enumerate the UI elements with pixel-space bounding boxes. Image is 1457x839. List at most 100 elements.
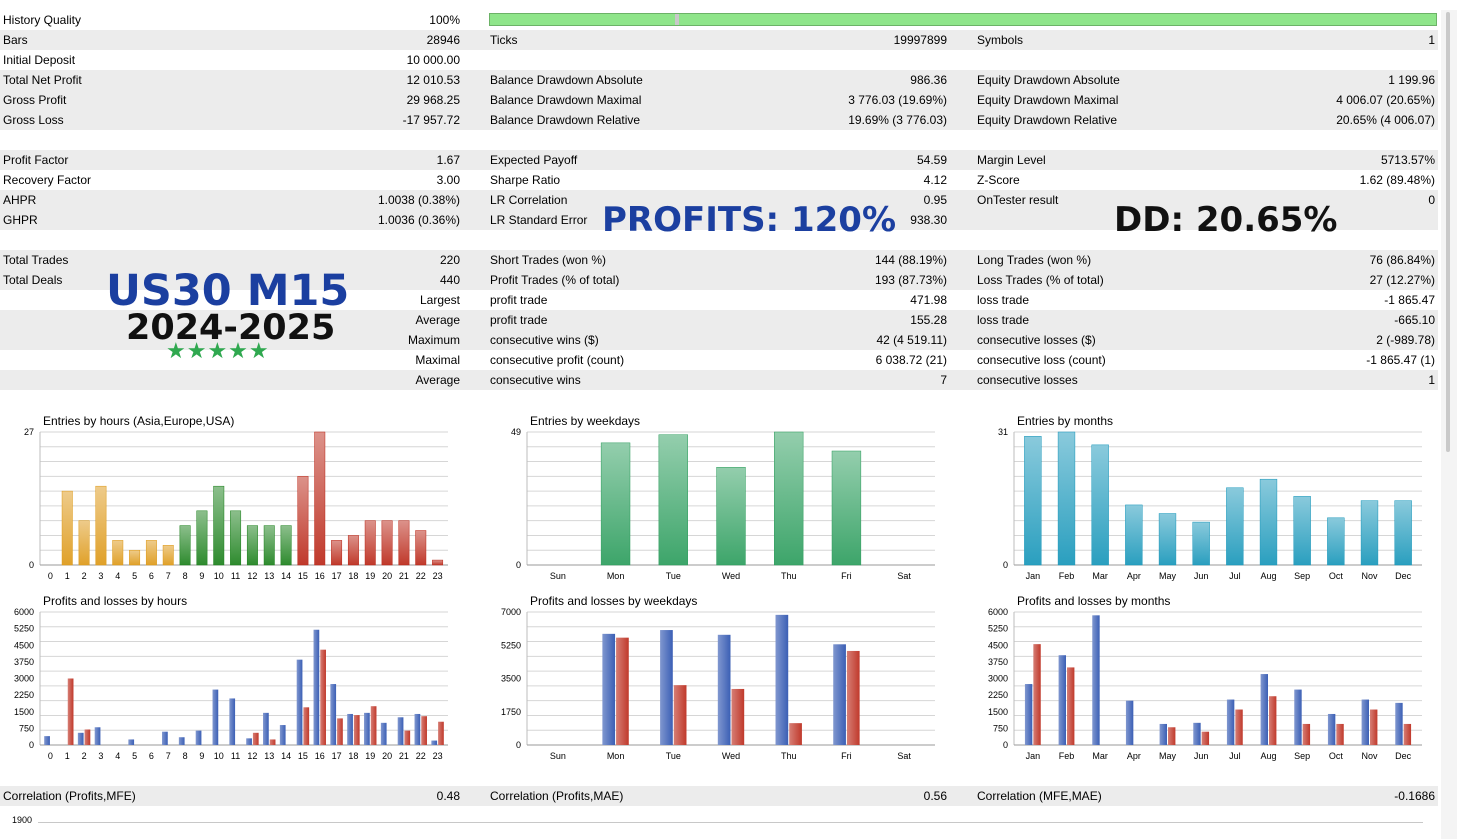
x-tick-label: 22 xyxy=(416,751,426,761)
chart-title: Profits and losses by weekdays xyxy=(530,594,697,608)
entries-by-hours-chart: Entries by hours (Asia,Europe,USA) 0 27 0 1 2… xyxy=(8,410,458,585)
bar xyxy=(1226,487,1244,566)
profit-bar xyxy=(1327,713,1336,745)
report-row xyxy=(0,330,1438,350)
bar xyxy=(129,549,141,566)
loss-bar xyxy=(84,729,91,745)
gross-loss-value: -17 957.72 xyxy=(402,113,460,127)
y-tick-label: 3000 xyxy=(14,674,34,684)
symbols-label: Symbols xyxy=(977,33,1024,47)
correlation-mfe-mae-label: Correlation (MFE,MAE) xyxy=(977,789,1102,803)
bar xyxy=(263,525,275,566)
loss-bar xyxy=(789,723,802,745)
consecutive-wins-label: consecutive wins xyxy=(490,373,581,387)
chart-title: Entries by hours (Asia,Europe,USA) xyxy=(43,414,234,428)
ahpr-label: AHPR xyxy=(3,193,37,207)
bar xyxy=(415,530,427,566)
consecutive-loss-count-value: -1 865.47 (1) xyxy=(1366,353,1435,367)
short-trades-won-value: 144 (88.19%) xyxy=(874,253,947,267)
recovery-factor-label: Recovery Factor xyxy=(3,173,92,187)
gross-profit-label: Gross Profit xyxy=(3,93,67,107)
profit-trade-label: profit trade xyxy=(490,293,548,307)
x-tick-label: 23 xyxy=(433,571,443,581)
x-tick-label: Sat xyxy=(897,571,911,581)
chart-title: Entries by months xyxy=(1017,414,1113,428)
balance-drawdown-maximal-value: 3 776.03 (19.69%) xyxy=(848,93,947,107)
bar xyxy=(280,525,292,566)
report-row xyxy=(0,170,1438,190)
correlation-profits-mae-value: 0.56 xyxy=(923,789,947,803)
bar xyxy=(1327,517,1345,566)
profit-bar xyxy=(330,684,337,745)
x-tick-label: Tue xyxy=(666,571,681,581)
bar xyxy=(600,442,631,566)
y-tick-label: 7000 xyxy=(501,607,521,617)
bar xyxy=(1125,504,1143,566)
symbol-overlay: US30 M15 xyxy=(106,266,350,316)
x-tick-label: 6 xyxy=(149,751,154,761)
y-tick-label: 0 xyxy=(516,740,521,750)
bar xyxy=(331,540,343,566)
x-tick-label: 13 xyxy=(264,751,274,761)
x-tick-label: 17 xyxy=(332,571,342,581)
history-quality-bar xyxy=(489,13,1437,26)
bar xyxy=(831,450,862,566)
history-quality-label: History Quality xyxy=(3,13,82,27)
y-tick-label: 1750 xyxy=(501,707,521,717)
bar xyxy=(1394,500,1412,566)
bar xyxy=(1057,431,1076,566)
x-tick-label: 9 xyxy=(199,571,204,581)
loss-bar xyxy=(1235,709,1243,745)
x-tick-label: 2 xyxy=(82,571,87,581)
report-row xyxy=(0,50,1438,70)
long-trades-won-label: Long Trades (won %) xyxy=(977,253,1092,267)
x-tick-label: Oct xyxy=(1329,571,1344,581)
consecutive-wins-value: 7 xyxy=(940,373,947,387)
x-tick-label: Jul xyxy=(1229,751,1241,761)
x-tick-label: 1 xyxy=(65,751,70,761)
correlation-profits-mae-label: Correlation (Profits,MAE) xyxy=(490,789,624,803)
loss-bar xyxy=(404,730,411,745)
lr-standard-error-value: 938.30 xyxy=(910,213,947,227)
correlation-profits-mfe-value: 0.48 xyxy=(436,789,460,803)
total-net-profit-label: Total Net Profit xyxy=(3,73,82,87)
profit-bar xyxy=(1361,699,1369,745)
x-tick-label: Sun xyxy=(550,751,566,761)
profit-trade-value: 155.28 xyxy=(910,313,947,327)
bar xyxy=(95,485,107,566)
loss-bar xyxy=(731,688,745,745)
equity-drawdown-maximal-value: 4 006.07 (20.65%) xyxy=(1336,93,1435,107)
profit-bar xyxy=(77,732,84,745)
loss-bar xyxy=(1067,667,1075,745)
total-deals-value: 440 xyxy=(439,273,460,287)
report-row xyxy=(0,110,1438,130)
loss-bar xyxy=(320,649,326,745)
short-trades-won-label: Short Trades (won %) xyxy=(490,253,607,267)
x-tick-label: 5 xyxy=(132,751,137,761)
bar xyxy=(347,535,359,566)
largest-value: Largest xyxy=(419,293,460,307)
balance-drawdown-absolute-label: Balance Drawdown Absolute xyxy=(490,73,643,87)
profit-factor-label: Profit Factor xyxy=(3,153,69,167)
z-score-value: 1.62 (89.48%) xyxy=(1359,173,1435,187)
loss-bar xyxy=(1168,727,1176,745)
y-tick-label: 6000 xyxy=(988,607,1008,617)
x-tick-label: 4 xyxy=(115,751,120,761)
x-tick-label: Jul xyxy=(1229,571,1241,581)
correlation-mfe-mae-value: -0.1686 xyxy=(1394,789,1435,803)
scrollbar-thumb[interactable] xyxy=(1446,12,1450,452)
x-tick-label: 8 xyxy=(183,751,188,761)
profit-trade-label: profit trade xyxy=(490,313,548,327)
loss-trade-label: loss trade xyxy=(977,293,1030,307)
x-tick-label: Aug xyxy=(1260,751,1276,761)
x-tick-label: Sep xyxy=(1294,751,1310,761)
history-quality-value: 100% xyxy=(429,13,460,27)
profit-bar xyxy=(397,717,404,745)
y-tick-label: 4500 xyxy=(14,640,34,650)
profit-bar xyxy=(1024,684,1033,745)
report-row xyxy=(0,370,1438,390)
loss-bar xyxy=(616,637,629,745)
ticks-label: Ticks xyxy=(490,33,518,47)
profit-bar xyxy=(602,633,616,745)
profit-bar xyxy=(1058,655,1066,745)
